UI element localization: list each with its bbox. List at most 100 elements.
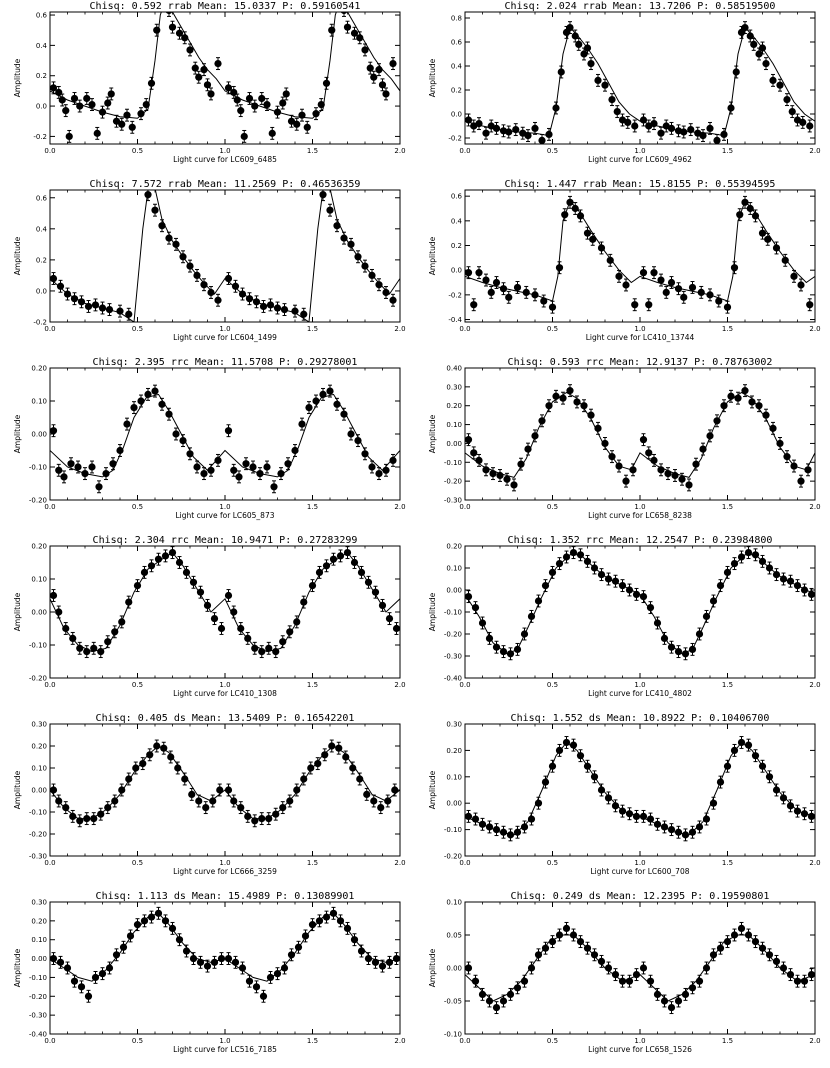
y-tick-label: 0.30 <box>31 899 47 907</box>
data-point <box>214 296 222 304</box>
data-point <box>646 815 655 823</box>
data-point <box>758 229 767 237</box>
data-point <box>105 964 114 972</box>
data-point <box>224 274 233 283</box>
data-point <box>709 951 718 959</box>
data-point <box>716 944 725 952</box>
data-point <box>680 128 688 136</box>
data-point <box>202 804 210 812</box>
y-tick-label: -0.30 <box>444 653 462 661</box>
data-point <box>62 107 70 115</box>
data-point <box>646 604 655 612</box>
data-point <box>653 820 662 828</box>
data-point <box>354 253 362 261</box>
data-point <box>471 604 480 612</box>
data-point <box>786 802 795 810</box>
x-tick-label: 2.0 <box>809 325 820 333</box>
data-point <box>485 634 494 642</box>
y-tick-label: 0.10 <box>446 565 462 573</box>
data-point <box>377 804 385 812</box>
data-point <box>322 913 331 921</box>
x-tick-label: 1.0 <box>219 147 230 155</box>
data-point <box>720 130 728 138</box>
data-point <box>119 943 128 951</box>
data-point <box>90 644 98 652</box>
data-point <box>111 797 119 805</box>
data-point <box>575 40 583 49</box>
data-point <box>347 240 355 248</box>
data-point <box>375 470 383 478</box>
data-point <box>706 291 714 299</box>
data-point <box>471 815 480 823</box>
x-tick-label: 0.0 <box>459 1037 470 1045</box>
plot-area <box>50 739 400 828</box>
y-tick-label: -0.10 <box>444 1031 462 1039</box>
data-point <box>357 947 366 955</box>
data-point <box>702 964 711 972</box>
data-point <box>312 397 320 405</box>
data-point <box>300 310 308 318</box>
x-axis-label: Light curve for LC410_1308 <box>173 689 277 698</box>
data-point <box>70 94 79 103</box>
data-point <box>55 88 63 97</box>
data-point <box>245 94 254 103</box>
data-point <box>235 473 243 481</box>
data-point <box>273 304 282 312</box>
data-point <box>465 269 473 277</box>
data-point <box>340 410 348 418</box>
data-point <box>249 463 257 471</box>
data-point <box>487 288 495 296</box>
light-curve-panel: Chisq: 0.249 ds Mean: 12.2395 P: 0.19590… <box>415 890 830 1068</box>
x-tick-label: 1.5 <box>722 503 733 511</box>
data-point <box>531 291 539 299</box>
data-point <box>328 742 336 750</box>
data-point <box>769 76 777 84</box>
data-point <box>751 752 760 760</box>
data-point <box>653 619 662 627</box>
x-tick-label: 2.0 <box>394 681 405 689</box>
data-point <box>347 430 355 438</box>
data-point <box>548 568 557 576</box>
y-tick-label: 0.40 <box>446 365 462 373</box>
data-point <box>263 100 271 109</box>
data-point <box>294 943 303 951</box>
data-point <box>562 738 571 747</box>
data-point <box>123 111 131 119</box>
data-point <box>147 79 156 87</box>
data-point <box>604 964 613 972</box>
y-tick-label: 0.00 <box>446 440 462 448</box>
data-point <box>231 282 240 290</box>
data-point <box>555 560 564 568</box>
data-point <box>172 240 180 248</box>
data-point <box>237 107 245 115</box>
data-point <box>723 938 732 946</box>
data-point <box>639 964 648 972</box>
data-point <box>601 439 609 448</box>
y-tick-label: 0.2 <box>36 72 47 80</box>
data-point <box>186 450 194 458</box>
plot-frame <box>464 367 816 501</box>
x-axis-label: Light curve for LC604_1499 <box>173 333 277 342</box>
data-point <box>273 970 282 978</box>
data-point <box>137 397 145 405</box>
x-tick-label: 1.0 <box>634 503 645 511</box>
data-point <box>485 823 494 831</box>
data-point <box>189 954 198 963</box>
data-point <box>492 124 501 132</box>
y-tick-label: 0.20 <box>31 917 47 925</box>
data-point <box>364 954 373 963</box>
data-point <box>286 797 294 805</box>
data-point <box>147 913 156 921</box>
data-point <box>613 108 621 116</box>
data-point <box>645 301 653 309</box>
data-point <box>333 222 341 230</box>
data-point <box>258 648 266 656</box>
data-point <box>237 624 245 633</box>
data-point <box>207 90 215 98</box>
chart-title: Chisq: 0.592 rrab Mean: 15.0337 P: 0.591… <box>90 1 361 12</box>
data-point <box>541 778 550 786</box>
x-tick-label: 0.0 <box>459 503 470 511</box>
data-point <box>370 73 378 81</box>
fit-curve <box>50 12 400 119</box>
